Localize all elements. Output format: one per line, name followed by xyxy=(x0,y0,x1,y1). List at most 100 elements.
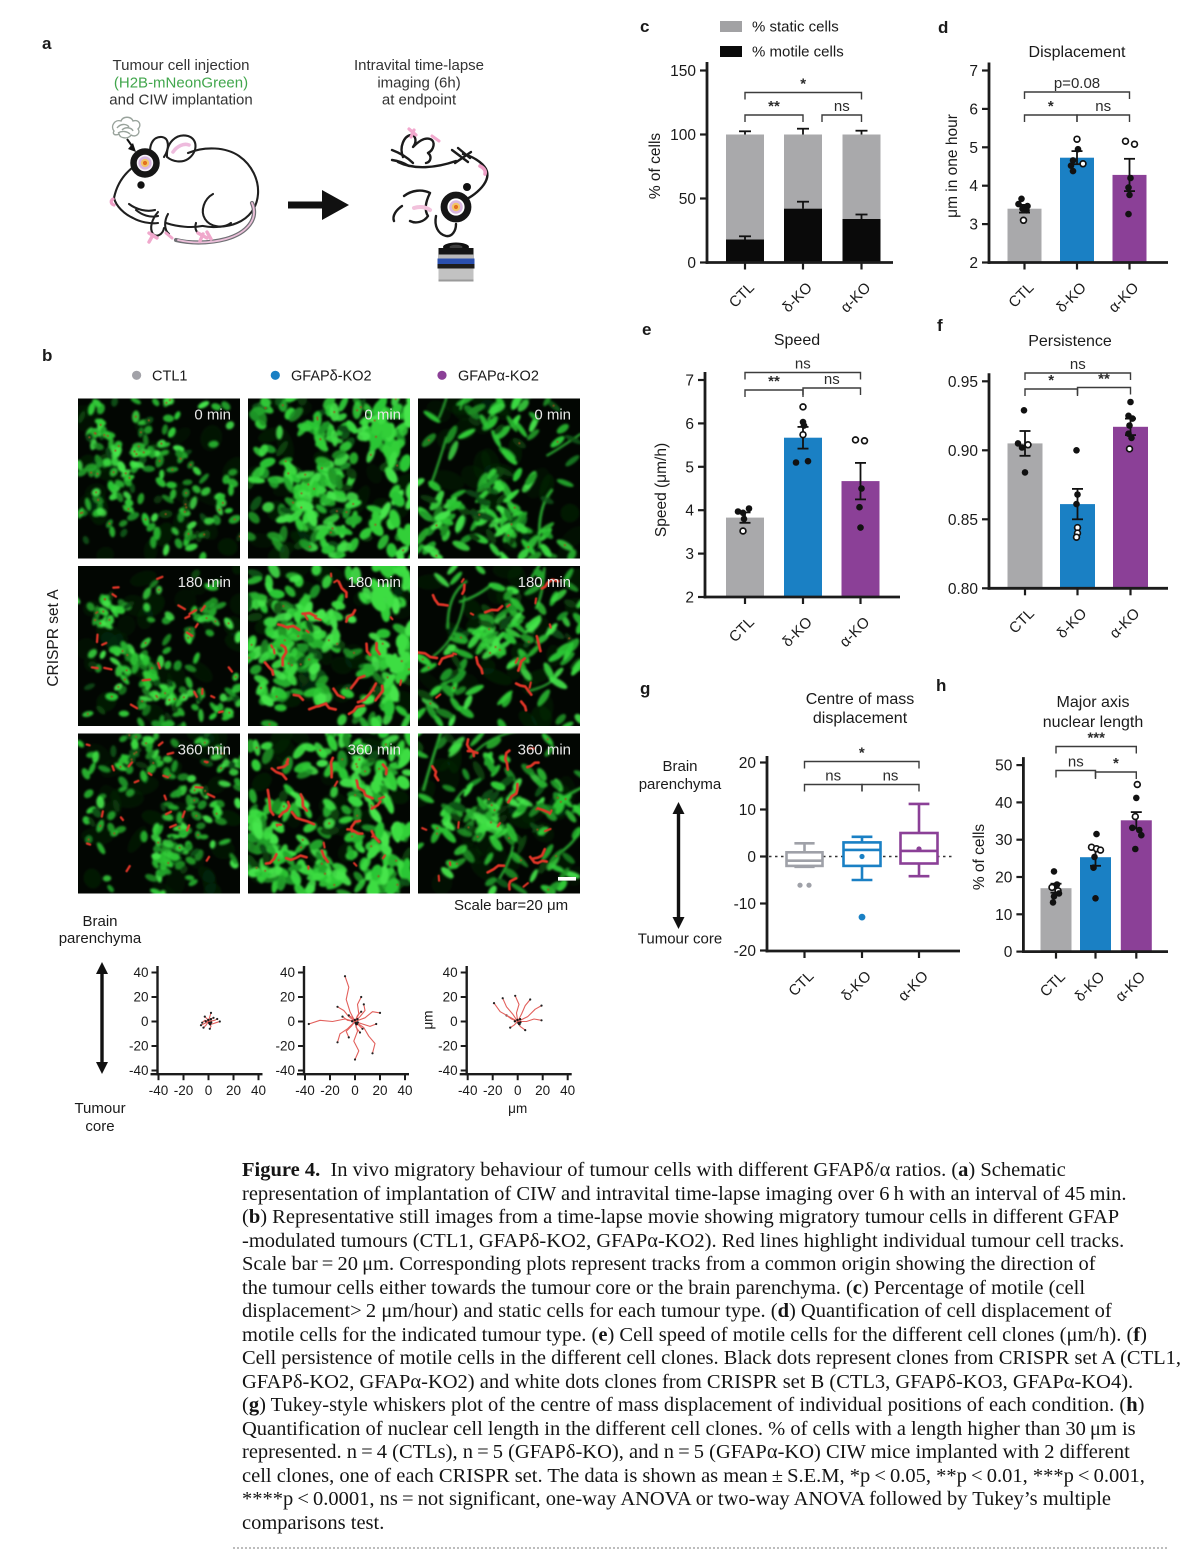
svg-text:360 min: 360 min xyxy=(348,742,401,759)
svg-text:α-KO: α-KO xyxy=(1112,968,1149,1005)
svg-text:-20: -20 xyxy=(174,1083,194,1098)
svg-text:parenchyma: parenchyma xyxy=(639,776,722,793)
svg-text:20: 20 xyxy=(535,1083,550,1098)
svg-text:Scale bar=20 μm: Scale bar=20 μm xyxy=(454,897,568,914)
svg-text:40: 40 xyxy=(560,1083,575,1098)
svg-text:0: 0 xyxy=(351,1083,359,1098)
svg-text:0.80: 0.80 xyxy=(948,581,979,598)
svg-text:2: 2 xyxy=(685,590,694,607)
svg-text:% motile cells: % motile cells xyxy=(752,44,844,61)
svg-text:ns: ns xyxy=(1068,754,1084,771)
svg-text:*: * xyxy=(1048,372,1054,389)
svg-text:CTL: CTL xyxy=(1037,968,1069,1000)
svg-text:μm: μm xyxy=(508,1101,527,1116)
svg-text:Speed (μm/h): Speed (μm/h) xyxy=(653,443,670,537)
svg-text:core: core xyxy=(85,1118,114,1135)
svg-text:% of cells: % of cells xyxy=(971,824,988,891)
svg-text:-40: -40 xyxy=(438,1063,458,1078)
svg-text:Tumour cell injection: Tumour cell injection xyxy=(113,57,250,74)
svg-text:d: d xyxy=(938,18,948,37)
svg-text:Displacement: Displacement xyxy=(1029,44,1126,61)
svg-text:0 min: 0 min xyxy=(364,407,401,424)
svg-text:40: 40 xyxy=(397,1083,412,1098)
svg-text:20: 20 xyxy=(280,990,295,1005)
svg-text:-20: -20 xyxy=(438,1039,458,1054)
svg-text:6: 6 xyxy=(685,416,694,433)
svg-text:CTL: CTL xyxy=(726,614,758,646)
svg-text:-20: -20 xyxy=(483,1083,503,1098)
svg-text:180 min: 180 min xyxy=(518,574,571,591)
svg-text:-20: -20 xyxy=(129,1039,149,1054)
svg-text:α-KO: α-KO xyxy=(1105,279,1142,316)
svg-text:0: 0 xyxy=(205,1083,213,1098)
svg-text:ns: ns xyxy=(834,98,850,115)
svg-text:**: ** xyxy=(768,373,780,390)
svg-text:5: 5 xyxy=(685,459,694,476)
svg-text:Brain: Brain xyxy=(82,913,117,930)
svg-text:***: *** xyxy=(1087,730,1105,747)
svg-text:-20: -20 xyxy=(320,1083,340,1098)
svg-text:40: 40 xyxy=(995,795,1013,812)
svg-text:20: 20 xyxy=(443,990,458,1005)
svg-text:0 min: 0 min xyxy=(534,407,571,424)
svg-text:δ-KO: δ-KO xyxy=(1054,605,1091,642)
svg-text:g: g xyxy=(640,679,650,698)
svg-text:20: 20 xyxy=(133,990,148,1005)
svg-text:-20: -20 xyxy=(734,943,757,960)
svg-text:40: 40 xyxy=(133,965,148,980)
svg-text:50: 50 xyxy=(679,191,697,208)
svg-text:CRISPR set A: CRISPR set A xyxy=(45,589,62,687)
svg-text:p=0.08: p=0.08 xyxy=(1054,75,1100,92)
svg-text:*: * xyxy=(1113,755,1119,772)
svg-text:20: 20 xyxy=(995,870,1013,887)
svg-text:Brain: Brain xyxy=(662,758,697,775)
svg-text:30: 30 xyxy=(995,832,1013,849)
svg-text:CTL: CTL xyxy=(1005,279,1037,311)
svg-text:α-KO: α-KO xyxy=(837,279,874,316)
svg-text:α-KO: α-KO xyxy=(836,614,873,651)
svg-text:Persistence: Persistence xyxy=(1028,333,1112,350)
svg-text:α-KO: α-KO xyxy=(1106,605,1143,642)
svg-text:h: h xyxy=(936,676,946,695)
svg-text:*: * xyxy=(859,745,865,762)
svg-text:-40: -40 xyxy=(295,1083,315,1098)
svg-text:-10: -10 xyxy=(734,896,757,913)
svg-text:360 min: 360 min xyxy=(178,742,231,759)
svg-text:40: 40 xyxy=(443,965,458,980)
svg-text:parenchyma: parenchyma xyxy=(59,930,142,947)
svg-text:-20: -20 xyxy=(275,1039,295,1054)
svg-text:180 min: 180 min xyxy=(178,574,231,591)
svg-text:(H2B-mNeonGreen): (H2B-mNeonGreen) xyxy=(114,74,248,91)
svg-text:% of cells: % of cells xyxy=(647,133,664,200)
svg-text:-40: -40 xyxy=(458,1083,478,1098)
svg-text:CTL: CTL xyxy=(726,279,758,311)
svg-text:Centre of mass: Centre of mass xyxy=(806,691,914,708)
svg-text:δ-KO: δ-KO xyxy=(1053,279,1090,316)
svg-text:*: * xyxy=(800,76,806,93)
svg-text:20: 20 xyxy=(372,1083,387,1098)
svg-text:*: * xyxy=(1048,98,1054,115)
svg-text:3: 3 xyxy=(969,217,978,234)
svg-text:40: 40 xyxy=(280,965,295,980)
svg-text:ns: ns xyxy=(825,768,841,785)
svg-text:-40: -40 xyxy=(149,1083,169,1098)
svg-text:Speed: Speed xyxy=(774,332,820,349)
svg-text:GFAPδ-KO2: GFAPδ-KO2 xyxy=(291,369,372,385)
svg-text:Major axis: Major axis xyxy=(1057,694,1130,711)
svg-text:μm: μm xyxy=(421,1010,436,1029)
svg-text:Tumour core: Tumour core xyxy=(638,931,722,948)
svg-text:imaging (6h): imaging (6h) xyxy=(377,74,460,91)
svg-text:CTL: CTL xyxy=(1006,605,1038,637)
svg-text:b: b xyxy=(42,346,52,365)
svg-text:Intravital time-lapse: Intravital time-lapse xyxy=(354,57,484,74)
svg-text:50: 50 xyxy=(995,758,1013,775)
svg-text:40: 40 xyxy=(251,1083,266,1098)
svg-text:ns: ns xyxy=(1095,98,1111,115)
svg-text:20: 20 xyxy=(739,755,757,772)
svg-text:6: 6 xyxy=(969,101,978,118)
svg-text:δ-KO: δ-KO xyxy=(779,279,816,316)
svg-text:ns: ns xyxy=(824,371,840,388)
svg-text:10: 10 xyxy=(739,802,757,819)
svg-text:μm in one hour: μm in one hour xyxy=(944,114,961,218)
svg-text:f: f xyxy=(937,316,943,335)
